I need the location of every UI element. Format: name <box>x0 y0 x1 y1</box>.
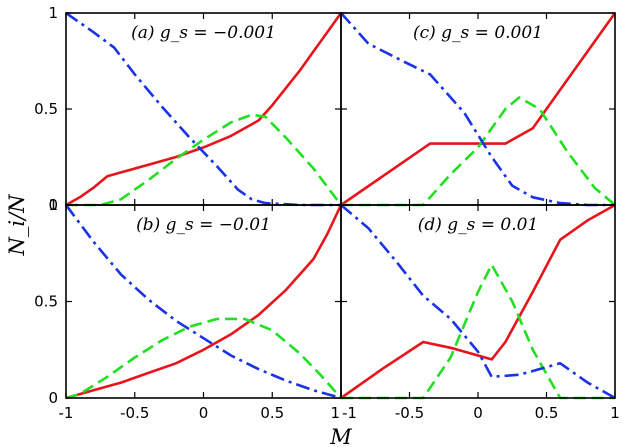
y-tick-label: 1 <box>48 4 58 22</box>
panel-label-a: (a) g_s = −0.001 <box>131 23 276 43</box>
x-axis-title: M <box>329 425 352 447</box>
series-line-green <box>66 113 343 207</box>
series-line-red <box>340 12 617 207</box>
y-axis-title: N_i/N <box>5 194 29 257</box>
series-line-blue <box>340 204 616 400</box>
x-tick-label: 1 <box>610 404 620 422</box>
panels-layer: (a) g_s = −0.001 (c) g_s = 0.001 (b) g_s =… <box>64 11 617 400</box>
x-tick-label: -0.5 <box>395 404 424 422</box>
series-line-red <box>65 204 343 400</box>
x-tick-label: 1 <box>330 404 340 422</box>
series-line-green <box>341 96 616 207</box>
series-line-blue <box>340 12 615 207</box>
x-tick-label: 0 <box>199 404 209 422</box>
x-tick-label: 0.5 <box>535 404 559 422</box>
panel-label-c: (c) g_s = 0.001 <box>413 23 543 43</box>
y-tick-label: 0 <box>48 389 58 407</box>
series-line-red <box>340 203 616 400</box>
y-tick-label: 0 <box>48 196 58 214</box>
y-tick-label: 0.5 <box>34 293 58 311</box>
x-tick-label: -0.5 <box>120 404 149 422</box>
x-tick-label: 0 <box>473 404 483 422</box>
y-tick-label: 0.5 <box>34 100 58 118</box>
panel-label-b: (b) g_s = −0.01 <box>136 215 271 235</box>
x-tick-label: -1 <box>59 404 74 422</box>
series-line-blue <box>64 204 342 400</box>
series-line-green <box>65 317 342 400</box>
panel-c: (c) g_s = 0.001 <box>340 12 617 207</box>
panel-d: (d) g_s = 0.01 <box>340 203 616 400</box>
x-tick-label: -1 <box>342 404 357 422</box>
series-line-green <box>341 263 615 400</box>
panel-a: (a) g_s = −0.001 <box>65 11 343 207</box>
series-line-red <box>65 12 343 207</box>
panel-b: (b) g_s = −0.01 <box>64 204 343 400</box>
y-tick-label: 1 <box>48 196 58 214</box>
panel-label-d: (d) g_s = 0.01 <box>418 215 539 235</box>
x-tick-label: 0.5 <box>260 404 284 422</box>
series-line-blue <box>65 11 341 207</box>
